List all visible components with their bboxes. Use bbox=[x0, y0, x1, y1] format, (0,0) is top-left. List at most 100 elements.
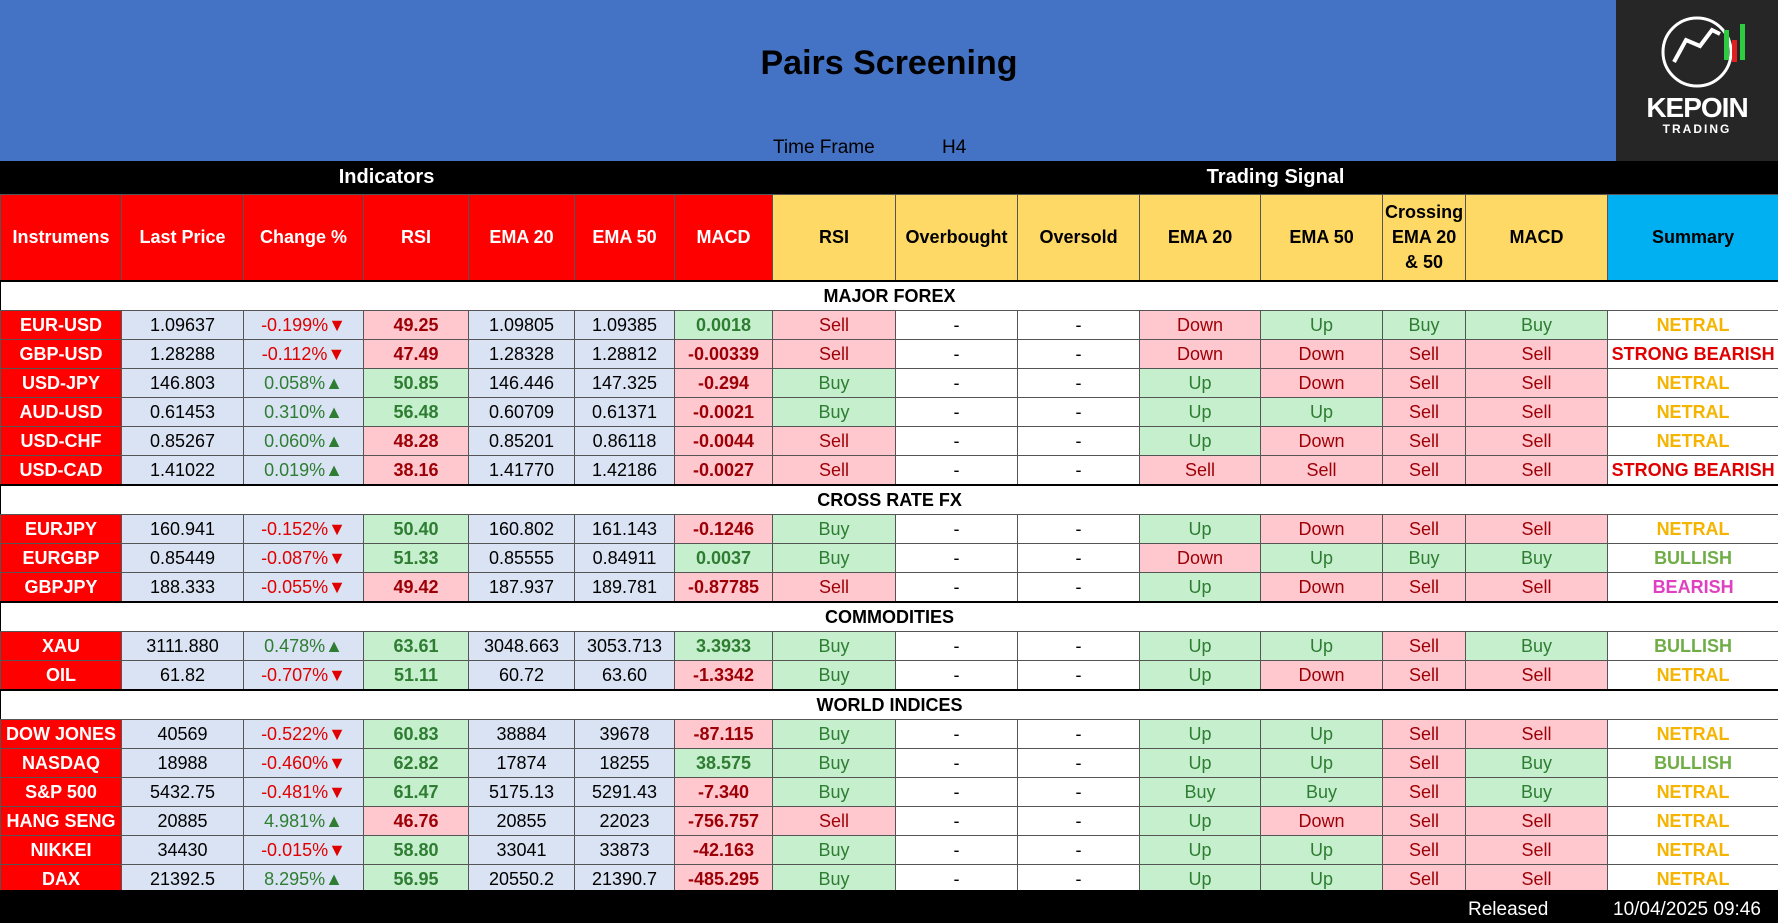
cell: 161.143 bbox=[574, 514, 675, 544]
cell: Down bbox=[1260, 339, 1384, 369]
cell: -7.340 bbox=[673, 777, 774, 807]
cell: Sell bbox=[772, 310, 897, 340]
cell: NETRAL bbox=[1607, 426, 1778, 456]
cell: 3053.713 bbox=[574, 631, 675, 661]
instrument: NIKKEI bbox=[0, 835, 122, 865]
data-row: OIL 61.82 -0.707%▼ 51.11 60.72 63.60 -1.3342 Bu… bbox=[0, 660, 1778, 691]
cell: 18988 bbox=[121, 748, 244, 778]
cell: 51.33 bbox=[363, 543, 469, 573]
cell: Buy bbox=[1260, 777, 1384, 807]
cell: 56.48 bbox=[363, 397, 469, 427]
cell: - bbox=[895, 368, 1019, 398]
cell: - bbox=[895, 748, 1019, 778]
column-header: Instrumens bbox=[0, 194, 122, 282]
cell: Buy bbox=[1465, 631, 1609, 661]
cell: - bbox=[1017, 835, 1141, 865]
logo: KEPOIN TRADING bbox=[1616, 0, 1778, 164]
instrument: AUD-USD bbox=[0, 397, 122, 427]
section-title: COMMODITIES bbox=[0, 601, 1778, 632]
data-row: NIKKEI 34430 -0.015%▼ 58.80 33041 33873 -42.16… bbox=[0, 835, 1778, 865]
cell: -0.152%▼ bbox=[243, 514, 364, 544]
cell: Buy bbox=[772, 631, 897, 661]
cell: -0.199%▼ bbox=[243, 310, 364, 340]
cell: BEARISH bbox=[1607, 572, 1778, 603]
cell: Buy bbox=[772, 864, 897, 894]
cell: Up bbox=[1260, 310, 1384, 340]
cell: Sell bbox=[1382, 748, 1467, 778]
cell: Sell bbox=[1465, 572, 1609, 603]
cell: 0.0037 bbox=[673, 543, 774, 573]
cell: 147.325 bbox=[574, 368, 675, 398]
cell: Up bbox=[1260, 748, 1384, 778]
cell: - bbox=[895, 631, 1019, 661]
column-header: MACD bbox=[1465, 194, 1609, 282]
cell: 60.72 bbox=[468, 660, 575, 691]
cell: 0.060%▲ bbox=[243, 426, 364, 456]
cell: - bbox=[1017, 864, 1141, 894]
cell: Buy bbox=[1139, 777, 1262, 807]
cell: 3.3933 bbox=[673, 631, 774, 661]
column-header: RSI bbox=[363, 194, 469, 282]
cell: Sell bbox=[1382, 426, 1467, 456]
cell: 47.49 bbox=[363, 339, 469, 369]
cell: BULLISH bbox=[1607, 748, 1778, 778]
cell: - bbox=[1017, 514, 1141, 544]
cell: 0.86118 bbox=[574, 426, 675, 456]
section-row: CROSS RATE FX bbox=[0, 484, 1778, 515]
cell: 160.802 bbox=[468, 514, 575, 544]
cell: - bbox=[895, 572, 1019, 603]
cell: - bbox=[1017, 455, 1141, 486]
column-header: RSI bbox=[772, 194, 897, 282]
instrument: GBP-USD bbox=[0, 339, 122, 369]
cell: Up bbox=[1260, 631, 1384, 661]
cell: Up bbox=[1139, 572, 1262, 603]
cell: Up bbox=[1139, 397, 1262, 427]
cell: NETRAL bbox=[1607, 806, 1778, 836]
cell: 39678 bbox=[574, 719, 675, 749]
data-row: XAU 3111.880 0.478%▲ 63.61 3048.663 3053.713 3… bbox=[0, 631, 1778, 661]
cell: 20550.2 bbox=[468, 864, 575, 894]
cell: 0.058%▲ bbox=[243, 368, 364, 398]
cell: - bbox=[1017, 660, 1141, 691]
cell: 34430 bbox=[121, 835, 244, 865]
cell: 187.937 bbox=[468, 572, 575, 603]
cell: Sell bbox=[1382, 397, 1467, 427]
cell: Buy bbox=[1465, 777, 1609, 807]
cell: NETRAL bbox=[1607, 835, 1778, 865]
cell: -0.00339 bbox=[673, 339, 774, 369]
data-row: EURJPY 160.941 -0.152%▼ 50.40 160.802 161.143… bbox=[0, 514, 1778, 544]
cell: - bbox=[895, 310, 1019, 340]
column-header: Overbought bbox=[895, 194, 1019, 282]
cell: 60.83 bbox=[363, 719, 469, 749]
data-row: GBP-USD 1.28288 -0.112%▼ 47.49 1.28328 1.2881… bbox=[0, 339, 1778, 369]
instrument: HANG SENG bbox=[0, 806, 122, 836]
cell: 50.85 bbox=[363, 368, 469, 398]
cell: Down bbox=[1260, 572, 1384, 603]
cell: 188.333 bbox=[121, 572, 244, 603]
cell: - bbox=[895, 777, 1019, 807]
screening-table: Indicators Trading Signal Instrumens Last P… bbox=[0, 161, 1778, 894]
cell: -0.087%▼ bbox=[243, 543, 364, 573]
cell: 20885 bbox=[121, 806, 244, 836]
cell: 0.478%▲ bbox=[243, 631, 364, 661]
cell: -0.1246 bbox=[673, 514, 774, 544]
cell: 0.85201 bbox=[468, 426, 575, 456]
cell: 38.16 bbox=[363, 455, 469, 486]
cell: NETRAL bbox=[1607, 397, 1778, 427]
group-header: Indicators bbox=[0, 161, 773, 195]
cell: - bbox=[1017, 719, 1141, 749]
cell: Down bbox=[1260, 514, 1384, 544]
cell: 160.941 bbox=[121, 514, 244, 544]
cell: 33873 bbox=[574, 835, 675, 865]
cell: Buy bbox=[1382, 310, 1467, 340]
column-header: MACD bbox=[673, 194, 774, 282]
logo-name: KEPOIN bbox=[1646, 92, 1748, 123]
cell: Buy bbox=[1465, 543, 1609, 573]
cell: 38.575 bbox=[673, 748, 774, 778]
data-row: DOW JONES 40569 -0.522%▼ 60.83 38884 39678 -87… bbox=[0, 719, 1778, 749]
cell: Sell bbox=[1465, 864, 1609, 894]
data-row: HANG SENG 20885 4.981%▲ 46.76 20855 22023 -756… bbox=[0, 806, 1778, 836]
cell: - bbox=[1017, 397, 1141, 427]
cell: - bbox=[1017, 631, 1141, 661]
group-header: Trading Signal bbox=[772, 161, 1778, 195]
